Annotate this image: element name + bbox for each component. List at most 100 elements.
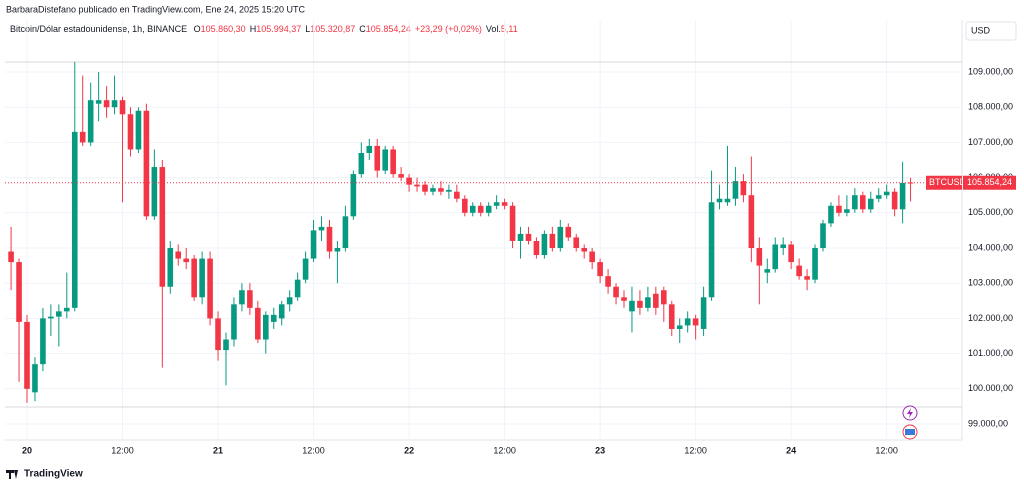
candle-body bbox=[645, 297, 651, 308]
y-tick-label: 102.000,00 bbox=[968, 313, 1013, 323]
candle-body bbox=[366, 145, 373, 153]
candle-body bbox=[836, 205, 842, 213]
candle-body bbox=[422, 184, 428, 192]
candle-body bbox=[127, 114, 134, 150]
candle-body bbox=[565, 226, 572, 238]
candle-body bbox=[24, 321, 30, 389]
candle-body bbox=[557, 226, 564, 249]
candle-body bbox=[382, 149, 388, 171]
candle-body bbox=[788, 244, 794, 263]
y-tick-label: 104.000,00 bbox=[968, 242, 1013, 252]
candle-body bbox=[907, 182, 914, 184]
candle-body bbox=[40, 318, 46, 365]
legend-volume-key: Vol. bbox=[486, 24, 501, 34]
candle-body bbox=[302, 258, 309, 280]
candle-body bbox=[374, 145, 381, 171]
candle-body bbox=[772, 244, 779, 270]
candle-body bbox=[796, 265, 802, 277]
candle-body bbox=[589, 251, 595, 263]
candle-body bbox=[406, 177, 412, 185]
candle-body bbox=[390, 149, 396, 175]
legend-key: C bbox=[359, 24, 366, 34]
candle-body bbox=[716, 198, 723, 203]
legend-key: H bbox=[250, 24, 257, 34]
candle-body bbox=[621, 297, 627, 301]
legend-value: 105.320,87 bbox=[310, 24, 355, 34]
candle-body bbox=[844, 209, 850, 213]
legend-volume: 5,11 bbox=[501, 24, 518, 34]
y-tick-label: 99.000,00 bbox=[968, 418, 1008, 428]
candle-body bbox=[414, 184, 420, 187]
candle-body bbox=[79, 131, 86, 143]
candle-body bbox=[724, 198, 731, 203]
x-tick-label: 12:00 bbox=[493, 445, 516, 455]
candle-body bbox=[270, 314, 277, 322]
price-tag-value: 105.854,24 bbox=[967, 177, 1012, 187]
candle-body bbox=[533, 240, 540, 256]
candle-body bbox=[653, 293, 659, 308]
candle-body bbox=[661, 290, 667, 305]
candle-body bbox=[899, 182, 906, 210]
candle-body bbox=[525, 233, 532, 241]
y-tick-label: 100.000,00 bbox=[968, 383, 1013, 393]
candle-body bbox=[860, 195, 866, 210]
candle-body bbox=[541, 233, 548, 256]
x-tick-label: 21 bbox=[213, 445, 223, 455]
legend-key: O bbox=[194, 24, 201, 34]
candle-body bbox=[462, 198, 468, 213]
candle-body bbox=[581, 248, 587, 252]
candle-body bbox=[334, 248, 341, 252]
candle-body bbox=[286, 297, 293, 305]
candle-body bbox=[438, 188, 444, 192]
candle-body bbox=[103, 100, 110, 108]
candle-body bbox=[183, 258, 189, 263]
x-tick-label: 12:00 bbox=[111, 445, 134, 455]
symbol: Bitcoin/Dólar estadounidense, 1h, BINANC… bbox=[10, 24, 187, 34]
candle-body bbox=[223, 339, 229, 351]
x-tick-label: 12:00 bbox=[684, 445, 707, 455]
candle-body bbox=[255, 307, 261, 340]
event-icon-bolt bbox=[907, 408, 913, 418]
candle-body bbox=[891, 191, 898, 210]
candle-body bbox=[804, 276, 810, 280]
candle-body bbox=[597, 262, 603, 277]
candle-body bbox=[159, 167, 166, 287]
candle-body bbox=[756, 248, 763, 266]
candle-body bbox=[215, 318, 221, 351]
candle-body bbox=[684, 318, 691, 326]
candle-body bbox=[668, 304, 675, 329]
candle-body bbox=[56, 311, 62, 317]
candle-body bbox=[175, 251, 182, 259]
candle-body bbox=[294, 279, 301, 298]
candle-body bbox=[239, 290, 245, 305]
y-tick-label: 103.000,00 bbox=[968, 278, 1013, 288]
y-tick-label: 107.000,00 bbox=[968, 137, 1013, 147]
candle-body bbox=[613, 286, 619, 298]
candle-body bbox=[573, 237, 580, 249]
candle-body bbox=[318, 226, 325, 231]
x-tick-label: 12:00 bbox=[302, 445, 325, 455]
x-tick-label: 23 bbox=[595, 445, 605, 455]
x-tick-label: 24 bbox=[786, 445, 796, 455]
candle-body bbox=[247, 290, 253, 308]
y-tick-label: 108.000,00 bbox=[968, 102, 1013, 112]
candle-body bbox=[350, 174, 357, 217]
candle-body bbox=[454, 191, 460, 199]
candle-body bbox=[477, 205, 484, 213]
candle-body bbox=[32, 364, 38, 393]
legend-value: 105.994,37 bbox=[256, 24, 301, 34]
footer-brand: TradingView bbox=[24, 469, 83, 480]
price-tag-symbol: BTCUSD bbox=[929, 177, 967, 187]
candle-body bbox=[700, 297, 707, 329]
candle-body bbox=[748, 195, 755, 249]
candle-body bbox=[852, 195, 858, 210]
currency[interactable]: USD bbox=[971, 25, 991, 35]
candle-body bbox=[135, 110, 142, 150]
candle-body bbox=[398, 174, 404, 178]
candle-body bbox=[485, 205, 492, 213]
candle-body bbox=[16, 262, 22, 322]
currency-box[interactable] bbox=[965, 21, 1017, 41]
x-tick-label: 22 bbox=[404, 445, 414, 455]
